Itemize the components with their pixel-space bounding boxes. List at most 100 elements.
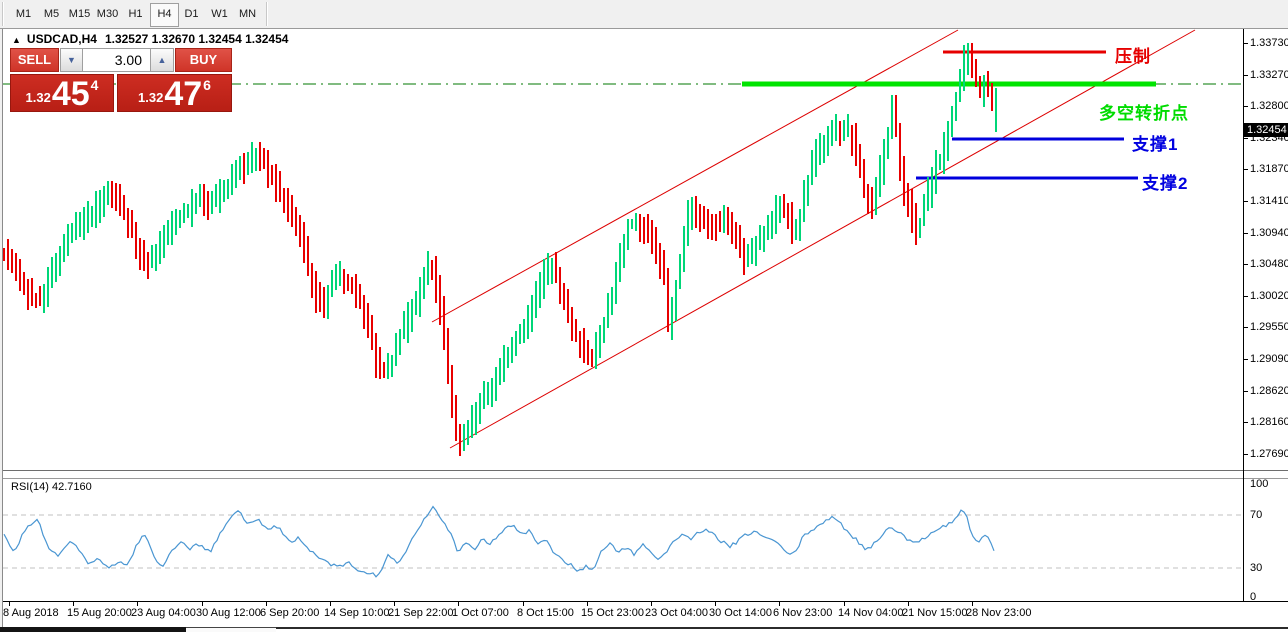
price-bar (947, 121, 949, 161)
price-bar (887, 127, 889, 159)
price-bar (443, 296, 445, 350)
price-bar (167, 220, 169, 245)
price-bar (899, 123, 901, 181)
volume-increase-button[interactable]: ▲ (150, 48, 174, 72)
price-bar (355, 274, 357, 308)
price-bar (3, 248, 5, 261)
price-bar (299, 215, 301, 247)
sell-button[interactable]: SELL (10, 48, 59, 72)
time-axis-label: 23 Oct 04:00 (645, 607, 708, 619)
price-bar (87, 201, 89, 233)
buy-quote-box[interactable]: 1.32 47 6 (117, 74, 232, 112)
price-bar (539, 272, 541, 308)
price-bar (195, 193, 197, 214)
price-bar (151, 245, 153, 268)
sell-price-prefix: 1.32 (25, 90, 51, 105)
price-bar (523, 319, 525, 343)
price-bar (79, 212, 81, 237)
time-axis-label: 23 Aug 04:00 (131, 607, 196, 619)
time-axis-tick (9, 601, 10, 606)
price-bar (487, 382, 489, 405)
toolbar-separator (2, 2, 4, 26)
price-bar (139, 238, 141, 270)
price-bar (931, 167, 933, 208)
price-bar (467, 420, 469, 445)
price-axis-tick (1243, 359, 1248, 360)
timeframe-button-m15[interactable]: M15 (68, 8, 91, 20)
volume-input[interactable] (83, 48, 150, 72)
price-bar (503, 345, 505, 382)
sell-quote-box[interactable]: 1.32 45 4 (10, 74, 114, 112)
price-bar (471, 405, 473, 438)
time-axis-tick (651, 601, 652, 606)
price-bar (23, 272, 25, 295)
price-bar (595, 332, 597, 369)
price-bar (927, 177, 929, 211)
price-bar (903, 156, 905, 206)
price-bar (131, 210, 133, 238)
price-bar (935, 150, 937, 194)
price-bar (563, 283, 565, 310)
time-axis-label: 14 Nov 04:00 (838, 607, 904, 619)
time-axis-tick (266, 601, 267, 606)
volume-decrease-button[interactable]: ▼ (60, 48, 83, 72)
price-bar (351, 277, 353, 294)
price-bar (367, 303, 369, 338)
time-axis-label: 6 Sep 20:00 (260, 607, 320, 619)
price-bar (991, 83, 993, 111)
timeframe-button-w1[interactable]: W1 (211, 8, 228, 20)
price-bar (591, 349, 593, 367)
price-bar (707, 209, 709, 239)
price-bar (127, 208, 129, 238)
price-bar (983, 75, 985, 107)
price-bar (607, 293, 609, 328)
timeframe-button-h1[interactable]: H1 (128, 8, 143, 20)
price-bar (743, 238, 745, 275)
price-bar (839, 121, 841, 146)
price-bar (47, 267, 49, 307)
price-bar (411, 299, 413, 332)
price-bar (955, 92, 957, 121)
price-bar (135, 222, 137, 259)
price-bar (959, 69, 961, 102)
timeframe-button-m1[interactable]: M1 (15, 8, 32, 20)
price-axis-tick (1243, 169, 1248, 170)
price-bar (911, 189, 913, 233)
horizontal-scrollbar-thumb[interactable] (186, 627, 276, 632)
price-bar (247, 152, 249, 175)
price-axis-tick (1243, 75, 1248, 76)
price-bar (295, 207, 297, 236)
timeframe-button-mn[interactable]: MN (238, 8, 257, 20)
price-bar (791, 202, 793, 244)
price-bar (163, 225, 165, 258)
timeframe-button-d1[interactable]: D1 (184, 8, 199, 20)
price-bar (211, 191, 213, 214)
buy-button[interactable]: BUY (175, 48, 232, 72)
price-bar (463, 424, 465, 451)
price-bar (279, 171, 281, 202)
price-bar (815, 139, 817, 177)
price-bar (75, 212, 77, 240)
price-bar (795, 219, 797, 240)
price-axis-label: 1.33730 (1250, 37, 1288, 49)
price-bar (951, 106, 953, 137)
price-bar (439, 275, 441, 325)
price-bar (319, 282, 321, 312)
price-bar (271, 165, 273, 185)
price-bar (571, 307, 573, 341)
timeframe-button-m30[interactable]: M30 (96, 8, 119, 20)
price-bar (995, 88, 997, 132)
timeframe-button-m5[interactable]: M5 (43, 8, 60, 20)
price-bar (711, 214, 713, 240)
price-bar (159, 231, 161, 264)
price-bar (331, 270, 333, 297)
pane-separator[interactable] (0, 470, 1288, 471)
price-bar (499, 358, 501, 385)
chart-symbol-header: ▲ USDCAD,H4 1.32527 1.32670 1.32454 1.3245… (12, 32, 288, 46)
time-axis-tick (779, 601, 780, 606)
price-bar (363, 295, 365, 329)
timeframe-button-h4[interactable]: H4 (150, 3, 179, 27)
price-bar (119, 184, 121, 216)
price-bar (19, 259, 21, 291)
